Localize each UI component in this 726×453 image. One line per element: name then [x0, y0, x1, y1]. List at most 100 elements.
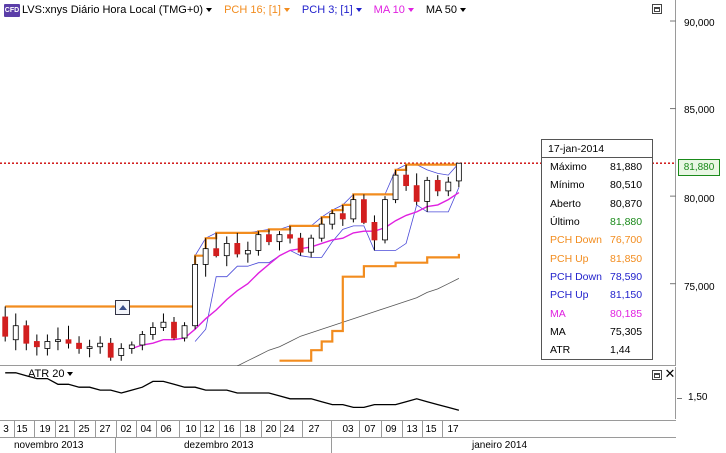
candle-body [424, 179, 431, 202]
day-separator [200, 421, 201, 437]
pch16-up-line [5, 163, 460, 308]
candle[interactable] [371, 215, 378, 251]
candle[interactable] [287, 225, 293, 244]
tooltip-row: Aberto 80,870 [542, 195, 652, 213]
candle[interactable] [382, 196, 388, 244]
candle[interactable] [255, 231, 262, 256]
instrument-selector[interactable]: LVS:xnys Diário Hora Local (TMG+0) [22, 4, 213, 16]
candle[interactable] [308, 234, 315, 258]
day-separator [156, 421, 157, 437]
candle[interactable] [65, 325, 72, 349]
candle[interactable] [2, 306, 9, 342]
time-axis[interactable]: 3 15 19 21 25 27 02 04 06 10 12 16 18 20 24 27 03 07 09 13 1… [0, 420, 676, 453]
tooltip-key: PCH Down [550, 234, 602, 247]
candle[interactable] [12, 313, 19, 351]
day-label: 3 [3, 424, 9, 435]
candle[interactable] [329, 210, 336, 230]
candle[interactable] [297, 232, 304, 256]
price-chart-panel[interactable]: CFD LVS:xnys Diário Hora Local (TMG+0) P… [0, 0, 676, 366]
tooltip-rows: Máximo 81,880 Mínimo 80,510 Aberto 80,870 Últi… [542, 158, 652, 359]
candle[interactable] [234, 232, 241, 258]
candle-body [181, 325, 188, 339]
day-label: 03 [342, 424, 354, 435]
candle-body [308, 237, 315, 253]
event-marker-icon[interactable] [115, 300, 130, 315]
day-separator [55, 421, 56, 437]
candle-body [392, 174, 399, 201]
day-separator [280, 421, 281, 437]
candle[interactable] [33, 334, 40, 356]
candle[interactable] [149, 322, 156, 340]
day-label: 13 [406, 424, 418, 435]
candle[interactable] [413, 173, 420, 205]
tooltip-row: PCH Up 81,850 [542, 249, 652, 267]
day-label: 18 [244, 424, 256, 435]
candle-body [23, 325, 30, 344]
candle[interactable] [318, 217, 325, 242]
day-label: 09 [385, 424, 397, 435]
day-separator [14, 421, 15, 437]
tooltip-value: 1,44 [610, 344, 631, 357]
price-chart-svg[interactable] [0, 0, 676, 366]
maximize-panel-button[interactable] [652, 4, 662, 14]
candle[interactable] [360, 194, 367, 225]
candle[interactable] [339, 204, 346, 226]
indicator-ma50[interactable]: MA 50 [425, 4, 467, 16]
tooltip-key: MA [550, 325, 566, 338]
day-label: 12 [203, 424, 215, 435]
candle[interactable] [424, 176, 431, 212]
pch3-down-line [194, 187, 460, 342]
candle[interactable] [213, 232, 220, 258]
candle[interactable] [350, 194, 357, 223]
chevron-down-icon [460, 8, 467, 12]
candle[interactable] [23, 320, 30, 351]
candle[interactable] [55, 327, 61, 351]
indicator-label: MA 50 [425, 4, 458, 16]
candle-body [255, 234, 262, 251]
candle[interactable] [160, 313, 167, 331]
day-separator [381, 421, 382, 437]
candle-body [149, 327, 156, 335]
day-label: 06 [160, 424, 172, 435]
candle[interactable] [128, 341, 135, 354]
candle[interactable] [403, 164, 410, 191]
candle[interactable] [202, 238, 209, 277]
atr-panel[interactable]: ATR 20 ✕ [0, 367, 676, 419]
candle[interactable] [266, 229, 272, 246]
indicator-pch16[interactable]: PCH 16; [1] [224, 4, 290, 16]
tooltip-value: 78,590 [610, 270, 643, 283]
indicator-pch3[interactable]: PCH 3; [1] [302, 4, 362, 16]
candle[interactable] [76, 336, 82, 354]
ma10-line [131, 192, 460, 350]
candle[interactable] [171, 316, 177, 340]
candle[interactable] [97, 336, 104, 354]
candle[interactable] [107, 337, 114, 361]
candle[interactable] [434, 175, 441, 197]
maximize-atr-button[interactable] [652, 370, 662, 380]
chevron-down-icon [67, 372, 74, 376]
candle[interactable] [44, 334, 51, 356]
candle[interactable] [276, 231, 283, 251]
candle[interactable] [192, 255, 199, 330]
atr-indicator-selector[interactable]: ATR 20 [28, 368, 74, 380]
tooltip-row: PCH Down 78,590 [542, 268, 652, 286]
candle-body [128, 344, 135, 349]
candle[interactable] [139, 330, 146, 351]
candle[interactable] [223, 236, 230, 267]
chevron-down-icon [206, 8, 213, 12]
close-atr-button[interactable]: ✕ [664, 367, 676, 381]
candle[interactable] [86, 339, 93, 358]
candle[interactable] [455, 162, 462, 188]
candle[interactable] [244, 241, 251, 263]
candle[interactable] [118, 343, 125, 361]
day-label: 20 [265, 424, 277, 435]
tooltip-key: Máximo [550, 161, 587, 174]
candle[interactable] [392, 169, 399, 204]
month-label: novembro 2013 [14, 440, 84, 451]
candle[interactable] [445, 176, 452, 197]
day-label: 27 [308, 424, 320, 435]
candle[interactable] [181, 322, 188, 342]
indicator-ma10[interactable]: MA 10 [374, 4, 414, 16]
month-label: janeiro 2014 [472, 440, 528, 451]
